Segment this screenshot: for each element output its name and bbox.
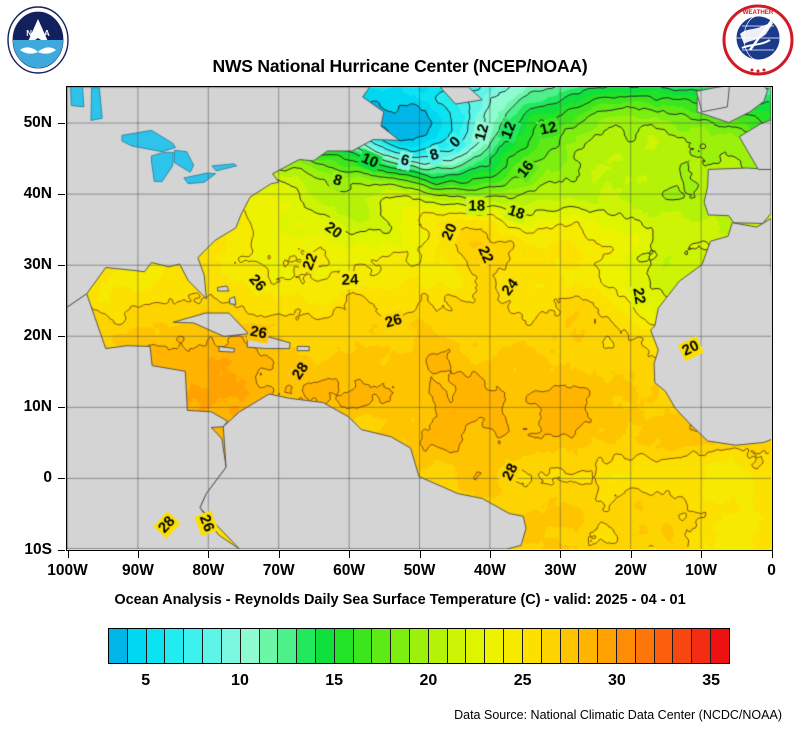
y-axis-label: 40N xyxy=(23,185,52,203)
colorbar-swatch xyxy=(315,629,335,663)
y-axis-label: 0 xyxy=(43,469,52,487)
y-axis-tick xyxy=(58,549,65,551)
colorbar-tick-label: 15 xyxy=(325,672,344,689)
colorbar-swatch xyxy=(259,629,279,663)
x-axis-tick xyxy=(278,551,280,558)
x-axis-label: 80W xyxy=(192,562,225,579)
x-axis-label: 30W xyxy=(544,562,577,579)
colorbar-tick-label: 25 xyxy=(513,672,532,689)
x-axis-label: 10W xyxy=(685,562,718,579)
colorbar-swatch xyxy=(635,629,655,663)
x-axis-tick xyxy=(701,551,703,558)
x-axis-label: 40W xyxy=(473,562,506,579)
colorbar-swatch xyxy=(447,629,467,663)
colorbar-swatch xyxy=(598,629,617,663)
y-axis-label: 50N xyxy=(23,114,52,132)
colorbar-swatch xyxy=(541,629,561,663)
x-axis-label: 50W xyxy=(403,562,436,579)
colorbar-swatch xyxy=(165,629,185,663)
colorbar-swatch xyxy=(711,629,729,663)
colorbar-swatch xyxy=(485,629,505,663)
x-axis-tick xyxy=(349,551,351,558)
colorbar-swatch xyxy=(560,629,580,663)
colorbar-swatch xyxy=(673,629,693,663)
page-title: NWS National Hurricane Center (NCEP/NOAA… xyxy=(212,56,588,76)
x-axis-tick xyxy=(208,551,210,558)
x-axis-label: 70W xyxy=(262,562,295,579)
x-axis-tick xyxy=(630,551,632,558)
nws-logo: WEATHER xyxy=(722,4,794,76)
colorbar-swatch xyxy=(466,629,486,663)
colorbar-swatch xyxy=(428,629,448,663)
x-axis-tick xyxy=(771,551,773,558)
y-axis-tick xyxy=(58,123,65,125)
colorbar-swatch xyxy=(109,629,128,663)
y-axis-label: 10N xyxy=(23,398,52,416)
y-axis-tick xyxy=(58,407,65,409)
y-axis-label: 20N xyxy=(23,327,52,345)
sst-map-canvas xyxy=(67,87,771,549)
colorbar-swatch xyxy=(127,629,147,663)
colorbar-tick-label: 10 xyxy=(231,672,249,689)
x-axis-label: 100W xyxy=(47,562,88,579)
y-axis-tick xyxy=(58,336,65,338)
colorbar-swatch xyxy=(278,629,298,663)
colorbar-swatch xyxy=(522,629,542,663)
data-source-note: Data Source: National Climatic Data Cent… xyxy=(454,708,782,722)
y-axis-tick xyxy=(58,478,65,480)
colorbar-swatch xyxy=(297,629,316,663)
y-axis-tick xyxy=(58,194,65,196)
y-axis-label: 30N xyxy=(23,256,52,274)
temperature-colorbar[interactable] xyxy=(108,628,730,664)
colorbar-swatch xyxy=(240,629,260,663)
colorbar-tick-label: 30 xyxy=(608,672,626,689)
x-axis-tick xyxy=(137,551,139,558)
colorbar-tick-label: 35 xyxy=(702,672,721,689)
colorbar-swatch xyxy=(391,629,410,663)
y-axis-label: 10S xyxy=(24,540,52,558)
colorbar-swatch xyxy=(616,629,636,663)
colorbar-swatch xyxy=(654,629,674,663)
svg-text:NOAA: NOAA xyxy=(26,29,50,38)
y-axis-tick xyxy=(58,265,65,267)
map-subtitle: Ocean Analysis - Reynolds Daily Sea Surf… xyxy=(114,592,686,608)
x-axis-label: 20W xyxy=(614,562,647,579)
colorbar-swatch xyxy=(692,629,711,663)
x-axis-tick xyxy=(489,551,491,558)
colorbar-swatch xyxy=(353,629,373,663)
colorbar-swatch xyxy=(203,629,222,663)
x-axis-tick xyxy=(67,551,69,558)
svg-text:WEATHER: WEATHER xyxy=(743,9,774,16)
noaa-logo: NOAA xyxy=(6,6,70,74)
x-axis-label: 0 xyxy=(767,562,776,579)
x-axis-label: 90W xyxy=(121,562,154,579)
colorbar-tick-label: 5 xyxy=(141,672,151,689)
x-axis-tick xyxy=(419,551,421,558)
x-axis-label: 60W xyxy=(333,562,366,579)
colorbar-swatch xyxy=(184,629,204,663)
colorbar-swatch xyxy=(579,629,599,663)
sst-map[interactable] xyxy=(66,86,773,551)
colorbar-swatch xyxy=(372,629,392,663)
colorbar-tick-label: 20 xyxy=(419,672,438,689)
x-axis-tick xyxy=(560,551,562,558)
colorbar-swatch xyxy=(504,629,523,663)
colorbar-swatch xyxy=(146,629,166,663)
colorbar-swatch xyxy=(221,629,241,663)
colorbar-swatch xyxy=(334,629,354,663)
colorbar-swatch xyxy=(410,629,429,663)
